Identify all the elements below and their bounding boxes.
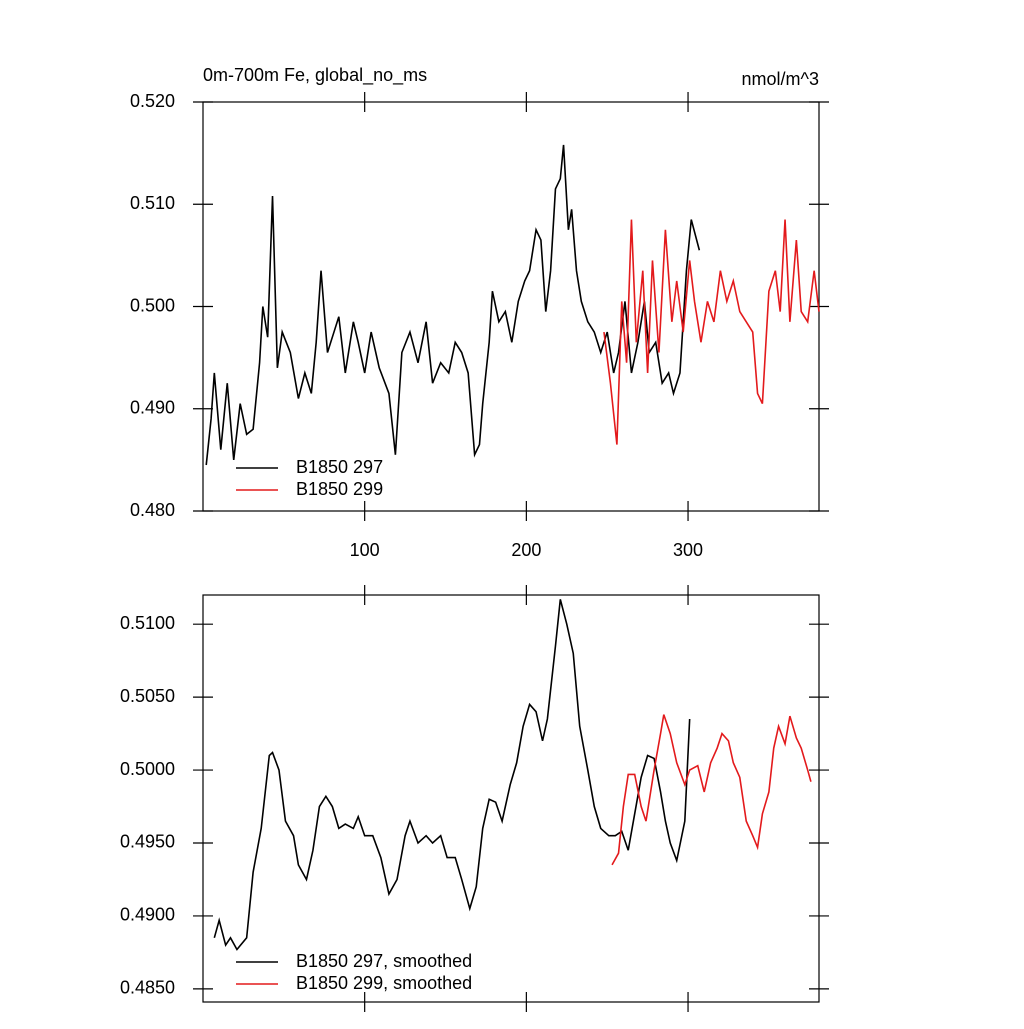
y-tick-label: 0.480 — [130, 500, 175, 520]
y-tick-label: 0.5100 — [120, 613, 175, 633]
x-tick-label: 100 — [350, 540, 380, 560]
x-tick-label: 200 — [511, 540, 541, 560]
chart-title: 0m-700m Fe, global_no_ms — [203, 65, 427, 86]
y-tick-label: 0.490 — [130, 398, 175, 418]
y-tick-label: 0.4950 — [120, 832, 175, 852]
legend-label: B1850 297 — [296, 457, 383, 477]
plot-frame — [202, 594, 820, 1003]
data-line — [611, 714, 812, 866]
y-tick-label: 0.4900 — [120, 905, 175, 925]
units-label: nmol/m^3 — [742, 69, 819, 89]
data-line — [205, 144, 701, 466]
data-line — [603, 219, 820, 445]
y-tick-label: 0.5050 — [120, 686, 175, 706]
y-tick-label: 0.500 — [130, 295, 175, 315]
legend-label: B1850 299, smoothed — [296, 973, 472, 993]
data-line — [213, 599, 691, 951]
legend-label: B1850 299 — [296, 479, 383, 499]
y-tick-label: 0.520 — [130, 91, 175, 111]
x-tick-label: 300 — [673, 540, 703, 560]
y-tick-label: 0.4850 — [120, 978, 175, 998]
plot-frame — [202, 101, 820, 512]
y-tick-label: 0.5000 — [120, 759, 175, 779]
legend-label: B1850 297, smoothed — [296, 951, 472, 971]
y-tick-label: 0.510 — [130, 193, 175, 213]
